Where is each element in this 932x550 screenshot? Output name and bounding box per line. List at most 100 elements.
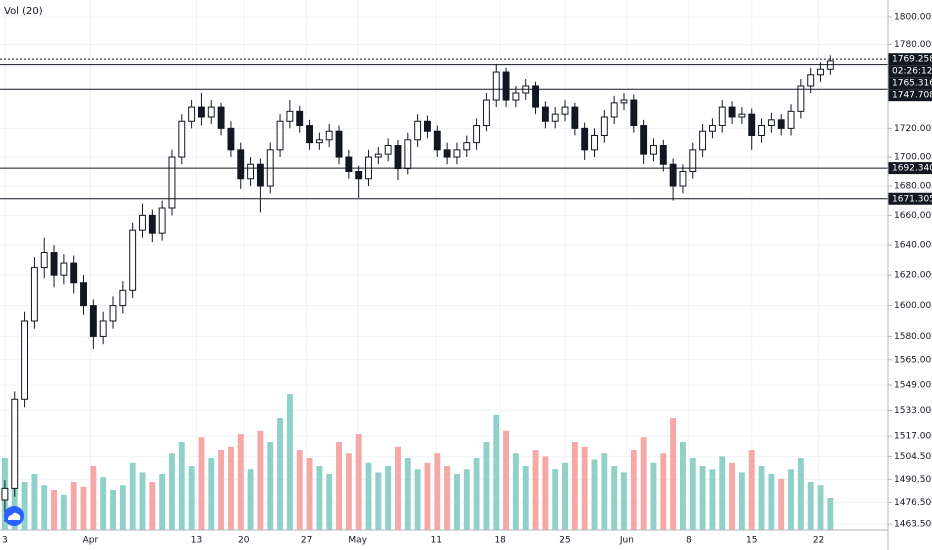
volume-bar (159, 474, 166, 530)
volume-bar (326, 474, 333, 530)
logo-cloud[interactable] (8, 512, 21, 520)
y-tick-label: 1720.000 (894, 124, 932, 134)
volume-bar (630, 450, 637, 530)
x-tick-label: 27 (301, 536, 312, 546)
candle-body (787, 110, 795, 129)
candle-body (99, 320, 107, 337)
candle-body (247, 163, 255, 180)
candles (1, 55, 834, 522)
level-label: 1765.316 (892, 79, 932, 89)
candle-body (50, 252, 58, 276)
volume-bar (542, 456, 549, 530)
y-tick-label: 1476.500 (894, 498, 932, 508)
candle-body (404, 139, 412, 170)
x-tick-label: 13 (191, 536, 202, 546)
logo[interactable] (4, 506, 24, 526)
volume-bar (129, 462, 136, 530)
volume-bar (257, 430, 264, 530)
candle-body (650, 145, 657, 155)
volume-bar (296, 450, 303, 530)
candle-body (424, 120, 431, 132)
volume-bar (119, 485, 126, 530)
candle-body (384, 145, 392, 155)
volume-bar (434, 453, 441, 530)
x-tick-label: 18 (494, 536, 506, 546)
volume-bar (277, 418, 284, 530)
axes: 1800.000 1780.000 1720.000 1700.000 1680.000… (2, 12, 932, 545)
x-tick-label: Jun (619, 536, 634, 546)
candle-body (610, 102, 618, 118)
x-tick-label: 3 (2, 536, 8, 546)
x-tick-label: 15 (746, 536, 757, 546)
countdown-label: 02:26:12 (892, 67, 932, 77)
candle-body (335, 130, 343, 158)
x-tick-label: 22 (813, 536, 824, 546)
candle-body (129, 229, 137, 291)
y-tick-label: 1620.000 (894, 271, 932, 281)
candle-body (659, 145, 667, 165)
grid (0, 0, 888, 530)
volume-bar (453, 474, 460, 530)
volume-bar (473, 458, 480, 530)
volume-bar (640, 437, 647, 530)
candle-body (797, 85, 805, 112)
volume-bar (365, 462, 372, 530)
x-tick-label: May (348, 536, 367, 546)
volume-bar (21, 482, 28, 530)
candle-body (453, 149, 461, 158)
indicator-label: Vol (20) (4, 6, 43, 17)
volume-bar (670, 418, 677, 530)
candle-body (60, 262, 68, 276)
candle-body (325, 130, 333, 141)
volume-bar (139, 472, 146, 530)
level-label-box (888, 192, 932, 205)
candle-body (1, 487, 9, 501)
candle-body (738, 113, 746, 118)
candle-body (640, 125, 648, 155)
level-label-box (888, 89, 932, 102)
volume-bar (788, 469, 794, 530)
volume-bar (316, 466, 323, 530)
y-tick-label: 1780.000 (894, 40, 932, 50)
candle-body (482, 99, 490, 127)
candle-body (699, 130, 707, 151)
candle-body (158, 207, 166, 234)
candle-body (767, 119, 775, 127)
candle-body (89, 305, 97, 337)
candle-body (286, 110, 294, 122)
candle-body (414, 120, 422, 141)
volume-bar (660, 453, 667, 530)
candle-body (777, 119, 785, 129)
volume-bar (306, 458, 313, 530)
candle-body (473, 125, 481, 144)
candle-body (276, 120, 284, 151)
volume-bar (581, 446, 588, 530)
volume-bar (493, 414, 500, 530)
level-label-box (888, 53, 932, 66)
candle-body (679, 170, 687, 187)
volume-bar (768, 474, 775, 530)
volume-bar (218, 450, 225, 530)
candle-body (551, 113, 559, 122)
volume-bar (267, 442, 274, 530)
candle-body (758, 125, 766, 137)
candle-body (669, 163, 677, 187)
y-tick-label: 1517.000 (894, 432, 932, 442)
volume-bar (463, 469, 470, 530)
y-tick-label: 1640.000 (894, 241, 932, 251)
volume-bar (90, 466, 97, 530)
candle-body (591, 135, 598, 151)
level-label: 1747.708 (892, 91, 932, 101)
candle-body (315, 139, 323, 144)
volume-bar (41, 485, 48, 530)
y-tick-label: 1549.000 (894, 380, 932, 390)
volume-bar (758, 466, 765, 530)
volume-bar (817, 485, 824, 530)
candle-body (217, 106, 225, 129)
volume-bar (522, 466, 529, 530)
volume-bar (797, 458, 804, 530)
x-tick-label: 11 (431, 536, 442, 546)
volume-bar (70, 482, 77, 530)
candle-body (561, 106, 569, 115)
candle-body (178, 120, 186, 158)
